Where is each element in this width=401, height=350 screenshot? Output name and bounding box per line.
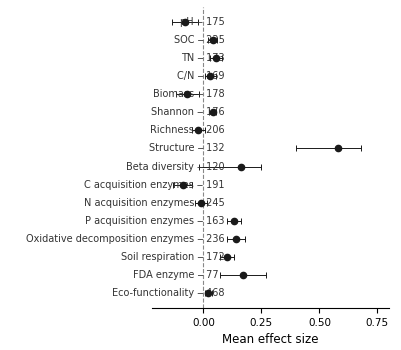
Text: 175: 175 — [203, 16, 225, 27]
Text: Beta diversity ‒: Beta diversity ‒ — [126, 162, 203, 172]
Text: Richness ‒: Richness ‒ — [150, 125, 203, 135]
Text: 172: 172 — [203, 252, 225, 262]
Text: C/N ‒: C/N ‒ — [177, 71, 203, 81]
Text: 163: 163 — [203, 216, 225, 226]
Text: Biomass ‒: Biomass ‒ — [153, 89, 203, 99]
Text: Eco-functionality ‒: Eco-functionality ‒ — [112, 288, 203, 299]
Text: 176: 176 — [203, 107, 225, 117]
Text: 245: 245 — [203, 198, 225, 208]
Text: Shannon ‒: Shannon ‒ — [151, 107, 203, 117]
Text: 132: 132 — [203, 144, 225, 153]
Text: 169: 169 — [203, 71, 225, 81]
Text: 120: 120 — [203, 162, 225, 172]
Text: Soil respiration ‒: Soil respiration ‒ — [121, 252, 203, 262]
X-axis label: Mean effect size: Mean effect size — [223, 333, 319, 346]
Text: FDA enzyme ‒: FDA enzyme ‒ — [133, 270, 203, 280]
Text: N acquisition enzymes ‒: N acquisition enzymes ‒ — [84, 198, 203, 208]
Text: Structure ‒: Structure ‒ — [148, 144, 203, 153]
Text: 173: 173 — [203, 53, 225, 63]
Text: pH ‒: pH ‒ — [180, 16, 203, 27]
Text: TN ‒: TN ‒ — [181, 53, 203, 63]
Text: Oxidative decomposition enzymes ‒: Oxidative decomposition enzymes ‒ — [26, 234, 203, 244]
Text: 77: 77 — [203, 270, 219, 280]
Text: 225: 225 — [203, 35, 225, 45]
Text: C acquisition enzymes ‒: C acquisition enzymes ‒ — [84, 180, 203, 190]
Text: 178: 178 — [203, 89, 225, 99]
Text: P acquisition enzymes ‒: P acquisition enzymes ‒ — [85, 216, 203, 226]
Text: 191: 191 — [203, 180, 225, 190]
Text: 206: 206 — [203, 125, 225, 135]
Text: 468: 468 — [203, 288, 225, 299]
Text: 236: 236 — [203, 234, 225, 244]
Text: SOC ‒: SOC ‒ — [174, 35, 203, 45]
